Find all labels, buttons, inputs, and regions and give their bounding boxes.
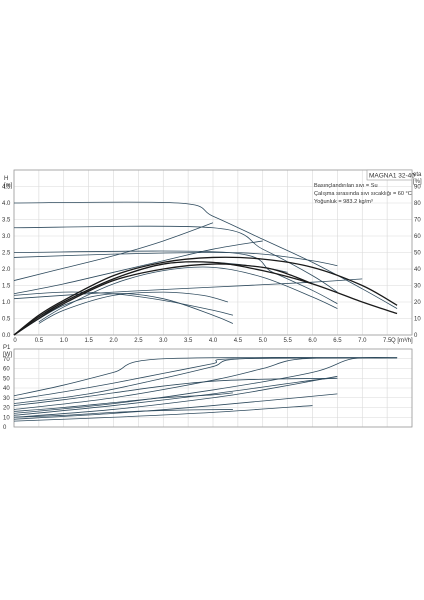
power-ticks: 0 10 20 30 40 50 60 70 xyxy=(3,357,10,431)
head-curve-1 xyxy=(13,201,398,309)
y-axis-label-p1: P1 [W] xyxy=(3,345,12,358)
model-label-box: MAGNA1 32-40 xyxy=(366,169,415,181)
h-tick-label: 3.5 xyxy=(2,218,11,224)
eta-tick-label: 40 xyxy=(414,267,421,273)
q-tick-label: 0.5 xyxy=(35,338,44,344)
q-tick-label: 5.5 xyxy=(283,338,292,344)
info-line-density: Yoğunluk = 983.2 kg/m³ xyxy=(314,199,373,205)
power-curve-6 xyxy=(13,375,338,418)
power-curve-7 xyxy=(13,393,338,420)
power-curves xyxy=(13,356,398,422)
eta-tick-label: 10 xyxy=(414,317,421,323)
power-curve-11 xyxy=(13,377,338,406)
info-line-temperature: Çalışma sırasında sıvı sıcaklığı = 60 °C xyxy=(314,191,412,197)
p1-tick-label: 10 xyxy=(3,415,10,421)
model-label: MAGNA1 32-40 xyxy=(369,173,415,180)
power-curve-10 xyxy=(13,409,233,418)
power-curve-1 xyxy=(13,356,398,397)
eta-tick-label: 30 xyxy=(414,284,421,290)
head-curve-12 xyxy=(13,293,234,336)
head-curve-4 xyxy=(13,222,214,281)
head-curve-13 xyxy=(13,256,398,336)
p1-tick-label: 70 xyxy=(3,357,10,363)
q-tick-label: 2.0 xyxy=(109,338,118,344)
head-curve-8 xyxy=(13,291,233,316)
q-tick-label: 6.5 xyxy=(333,338,342,344)
power-grid xyxy=(13,348,413,428)
q-tick-label: 7.5 xyxy=(383,338,392,344)
h-tick-label: 1.5 xyxy=(2,284,11,290)
info-line-fluid: Basınçlandırılan sıvı = Su xyxy=(314,183,378,189)
eta-tick-label: 50 xyxy=(414,251,421,257)
p1-tick-label: 20 xyxy=(3,406,10,412)
head-curve-7 xyxy=(13,252,338,267)
head-curve-5 xyxy=(13,240,263,295)
p1-tick-label: 30 xyxy=(3,396,10,402)
q-ticks: 0 0.5 1.0 1.5 2.0 2.5 3.0 3.5 4.0 4.5 5.0 5.5 6.0 6.5… xyxy=(13,338,392,344)
q-tick-label: 4.5 xyxy=(234,338,243,344)
power-curve-8 xyxy=(13,405,313,422)
h-tick-label: 2.5 xyxy=(2,251,11,257)
head-panel: 0.0 0.5 1.0 1.5 2.0 2.5 3.0 3.5 4.0 4.5 0 10 20 30 40… xyxy=(2,169,422,344)
head-curve-15 xyxy=(13,263,313,336)
q-tick-label: 3.0 xyxy=(159,338,168,344)
head-curve-9 xyxy=(38,266,338,323)
h-tick-label: 2.0 xyxy=(2,267,11,273)
q-tick-label: 5.0 xyxy=(259,338,268,344)
eta-tick-label: 90 xyxy=(414,185,421,191)
head-curve-3 xyxy=(13,250,338,305)
h-tick-label: 0.0 xyxy=(2,333,11,339)
power-frame xyxy=(13,348,413,428)
eta-ticks: 0 10 20 30 40 50 60 70 80 90 xyxy=(414,185,421,340)
head-curve-14 xyxy=(13,261,398,336)
y-axis-label-h: H [m] xyxy=(4,176,13,189)
eta-tick-label: 70 xyxy=(414,218,421,224)
h-tick-label: 3.0 xyxy=(2,234,11,240)
eta-tick-label: 60 xyxy=(414,234,421,240)
q-tick-label: 7.0 xyxy=(358,338,367,344)
head-curve-6 xyxy=(13,278,363,300)
power-curve-12 xyxy=(13,357,398,401)
q-tick-label: 1.0 xyxy=(60,338,69,344)
q-tick-label: 3.5 xyxy=(184,338,193,344)
h-tick-label: 4.5 xyxy=(2,185,11,191)
p1-tick-label: 40 xyxy=(3,386,10,392)
y2-axis-label-eta: eta [%] xyxy=(413,172,422,185)
p1-tick-label: 0 xyxy=(3,425,7,431)
x-axis-label-q: Q [m³/h] xyxy=(391,338,413,344)
power-panel: 0 10 20 30 40 50 60 70 P1 [W] xyxy=(3,345,413,431)
q-tick-label: 1.5 xyxy=(84,338,93,344)
p1-tick-label: 60 xyxy=(3,367,10,373)
p1-tick-label: 50 xyxy=(3,376,10,382)
eta-tick-label: 80 xyxy=(414,201,421,207)
eta-tick-label: 0 xyxy=(414,333,418,339)
head-ticks: 0.0 0.5 1.0 1.5 2.0 2.5 3.0 3.5 4.0 4.5 xyxy=(2,185,11,340)
power-curve-2 xyxy=(13,357,398,404)
power-curve-9 xyxy=(13,392,233,412)
q-tick-label: 6.0 xyxy=(308,338,317,344)
h-tick-label: 0.5 xyxy=(2,317,11,323)
q-tick-label: 2.5 xyxy=(134,338,143,344)
q-tick-label: 0 xyxy=(13,338,17,344)
power-curve-4 xyxy=(13,357,398,414)
head-curve-2 xyxy=(13,225,338,293)
fluid-info: Basınçlandırılan sıvı = Su Çalışma sıras… xyxy=(314,183,412,205)
h-tick-label: 4.0 xyxy=(2,201,11,207)
head-curve-11 xyxy=(38,291,229,324)
head-curves xyxy=(13,201,398,336)
eta-tick-label: 20 xyxy=(414,300,421,306)
q-tick-label: 4.0 xyxy=(209,338,218,344)
h-tick-label: 1.0 xyxy=(2,300,11,306)
